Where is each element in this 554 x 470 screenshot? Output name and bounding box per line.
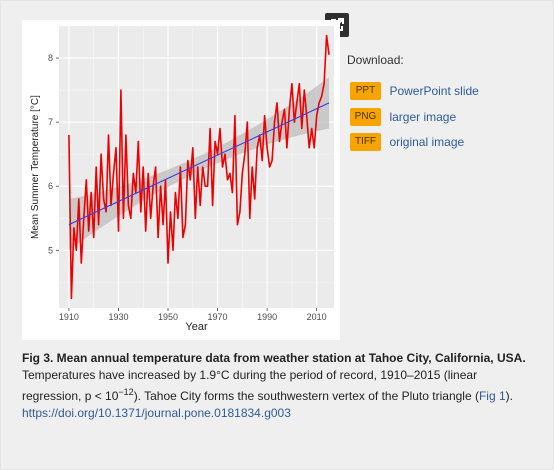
trend-line xyxy=(68,102,330,226)
caption-exponent: −12 xyxy=(118,387,134,397)
temperature-series-line xyxy=(68,34,330,300)
caption-text-2: ). Tahoe City forms the southwestern ver… xyxy=(133,389,479,403)
download-tiff-row[interactable]: TIFF original image xyxy=(350,133,464,151)
x-tick-label: 1990 xyxy=(257,312,277,322)
figure-caption: Fig 3. Mean annual temperature data from… xyxy=(22,350,537,422)
caption-text-3: ). xyxy=(505,389,513,403)
fig1-link[interactable]: Fig 1 xyxy=(478,389,506,403)
download-heading: Download: xyxy=(347,53,404,67)
y-axis-title: Mean Summer Temperature [°C] xyxy=(30,95,41,239)
temperature-chart: 1910 1930 1950 1970 1990 2010 5 6 7 8 Year Mean Sum… xyxy=(30,25,334,333)
ppt-badge: PPT xyxy=(350,82,381,100)
x-tick-label: 1970 xyxy=(208,312,228,322)
figure-image[interactable]: 1910 1930 1950 1970 1990 2010 5 6 7 8 Year Mean Sum… xyxy=(22,20,340,340)
x-tick-label: 1950 xyxy=(158,312,178,322)
download-ppt-row[interactable]: PPT PowerPoint slide xyxy=(350,82,479,100)
caption-title: Fig 3. Mean annual temperature data from… xyxy=(22,351,526,365)
x-axis-title: Year xyxy=(185,321,208,333)
caption-text-1: Temperatures have increased by 1.9°C dur… xyxy=(22,368,478,403)
x-tick-label: 1930 xyxy=(108,312,128,322)
caption-body: Temperatures have increased by 1.9°C dur… xyxy=(22,367,537,405)
download-png-link[interactable]: larger image xyxy=(389,110,457,124)
x-tick-label: 1910 xyxy=(59,312,79,322)
doi-link[interactable]: https://doi.org/10.1371/journal.pone.018… xyxy=(22,406,291,420)
tiff-badge: TIFF xyxy=(350,133,381,151)
download-tiff-link[interactable]: original image xyxy=(389,135,465,149)
y-tick-label: 5 xyxy=(48,245,53,255)
png-badge: PNG xyxy=(350,108,381,126)
x-tick-label: 2010 xyxy=(307,312,327,322)
download-ppt-link[interactable]: PowerPoint slide xyxy=(389,84,479,98)
y-tick-label: 7 xyxy=(48,117,53,127)
y-tick-label: 8 xyxy=(48,53,53,63)
download-png-row[interactable]: PNG larger image xyxy=(350,108,456,126)
y-tick-label: 6 xyxy=(48,181,53,191)
